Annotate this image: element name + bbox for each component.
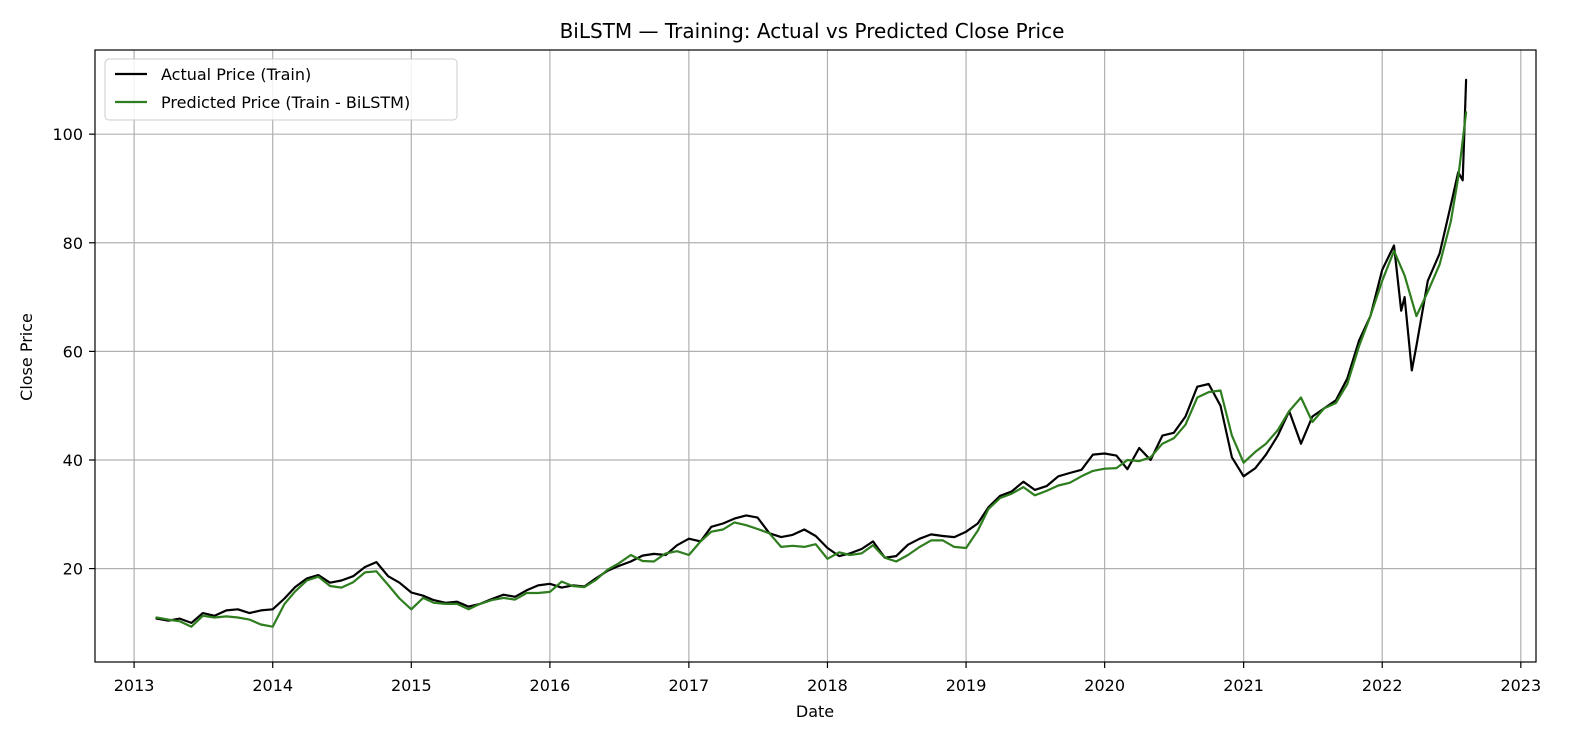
x-axis: 2013 2014 2015 2016 2017 2018 2019 2020 2021 2022… <box>114 662 1541 695</box>
x-tick-label: 2014 <box>252 676 293 695</box>
legend: Actual Price (Train) Predicted Price (Tra… <box>104 58 458 121</box>
chart-title: BiLSTM — Training: Actual vs Predicted C… <box>560 19 1065 43</box>
y-axis-label: Close Price <box>17 313 36 401</box>
x-tick-label: 2017 <box>669 676 710 695</box>
y-tick-label: 40 <box>63 451 83 470</box>
y-tick-label: 60 <box>63 342 83 361</box>
legend-label: Predicted Price (Train - BiLSTM) <box>161 93 410 112</box>
series-layer <box>155 78 1468 628</box>
series-line-actual <box>155 78 1468 624</box>
x-tick-label: 2021 <box>1223 676 1264 695</box>
legend-box <box>104 58 458 121</box>
grid-lines <box>95 50 1536 662</box>
series-line-predicted <box>155 111 1468 628</box>
y-tick-label: 100 <box>52 125 83 144</box>
plot-frame <box>94 49 1537 663</box>
x-tick-label: 2015 <box>391 676 432 695</box>
y-axis: 20 40 60 80 100 <box>52 125 95 579</box>
x-tick-label: 2016 <box>530 676 571 695</box>
x-tick-label: 2013 <box>114 676 155 695</box>
x-tick-label: 2020 <box>1084 676 1125 695</box>
y-tick-label: 80 <box>63 234 83 253</box>
y-tick-label: 20 <box>63 560 83 579</box>
x-tick-label: 2018 <box>807 676 848 695</box>
legend-label: Actual Price (Train) <box>161 65 311 84</box>
x-axis-label: Date <box>796 702 834 721</box>
x-tick-label: 2023 <box>1500 676 1541 695</box>
x-tick-label: 2019 <box>946 676 987 695</box>
x-tick-label: 2022 <box>1362 676 1403 695</box>
